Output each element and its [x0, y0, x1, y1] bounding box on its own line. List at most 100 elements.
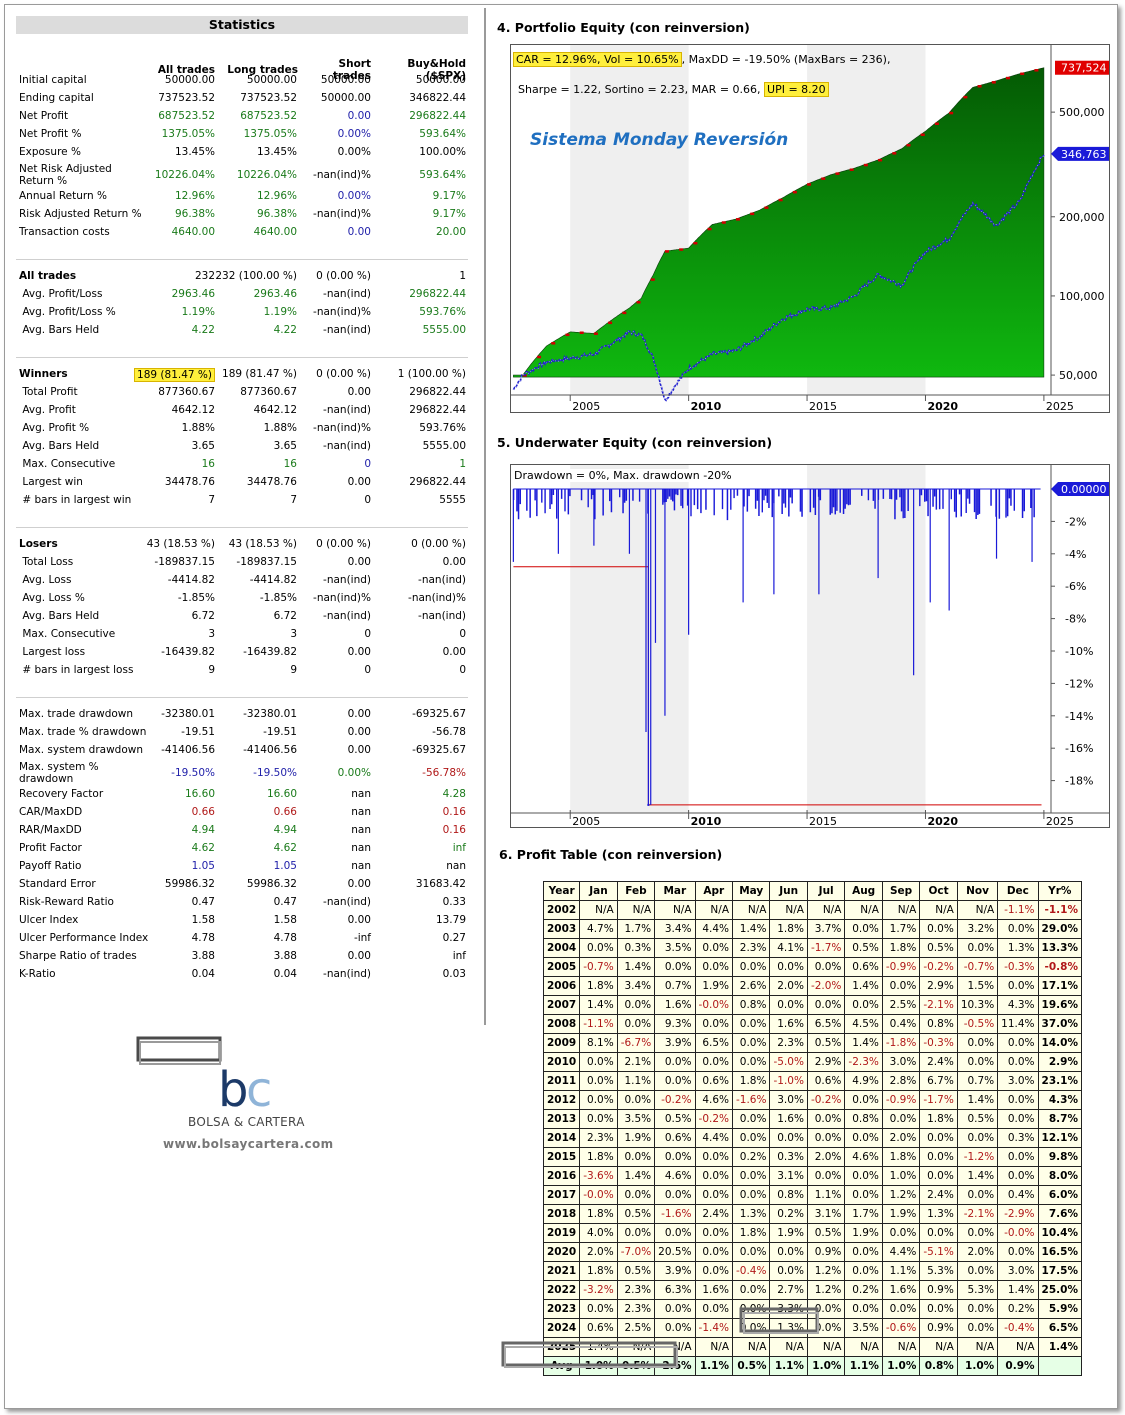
- profit-table-cell: -2.9%: [997, 1204, 1039, 1224]
- statistics-header: All trades Long trades Short trades Buy&…: [16, 34, 468, 82]
- system-name-label: Sistema Monday Reversión: [530, 130, 789, 150]
- profit-table-row: 2019 4.0% 0.0% 0.0% 0.0% 1.8% 1.9% 0.5% 1.9% 0.0%…: [542, 1223, 1082, 1243]
- profit-table-cell: -0.8%: [1037, 957, 1082, 977]
- stat-row: Transaction costs 4640.00 4640.00 0.00 20.00: [16, 224, 468, 242]
- logo-url-text: www.bolsaycartera.com: [163, 1137, 334, 1151]
- stat-value: 0.00: [347, 744, 371, 756]
- stat-row: Max. trade drawdown -32380.01 -32380.01 0.0…: [16, 706, 468, 724]
- profit-table-cell: -0.2%: [654, 1090, 696, 1110]
- stat-value: -189837.15: [154, 556, 215, 568]
- profit-table-cell: -3.2%: [579, 1280, 618, 1300]
- y-tick-label: 500,000: [1059, 106, 1105, 119]
- stat-value: -41406.56: [243, 744, 297, 756]
- profit-table-cell: 3.9%: [654, 1033, 696, 1053]
- profit-table-row: 2009 8.1% -6.7% 3.9% 6.5% 0.0% 2.3% 0.5% 1.4% -1.…: [542, 1033, 1082, 1053]
- stat-label: Ulcer Index: [19, 914, 79, 926]
- profit-table-row: 2004 0.0% 0.3% 3.5% 0.0% 2.3% 4.1% -1.7% 0.5% 1.8…: [542, 938, 1082, 958]
- drawdown-mark: [664, 250, 669, 253]
- profit-table-cell: 0.0%: [769, 1242, 808, 1262]
- stat-value: -nan(ind)%: [313, 208, 371, 220]
- stat-value: 0.16: [442, 806, 466, 818]
- profit-table-row: 2010 0.0% 2.1% 0.0% 0.0% 0.0% -5.0% 2.9% -2.3% 3.…: [542, 1052, 1082, 1072]
- stat-value: 232 (100.00 %): [215, 270, 297, 282]
- stat-value: 877360.67: [240, 386, 297, 398]
- stat-value: 0 (0.00 %): [316, 368, 371, 380]
- underwater-chart: -2% -4% -6% -8% -10% -12% -14% -16% -18% 0.00000 2…: [510, 464, 1110, 828]
- profit-table-cell: 0.4%: [881, 1014, 921, 1034]
- profit-table-year: 2019: [542, 1223, 581, 1243]
- stat-value: 4642.12: [253, 404, 297, 416]
- profit-table-cell: 6.5%: [1037, 1318, 1082, 1338]
- stat-value: 0.47: [191, 896, 215, 908]
- drawdown-mark: [906, 143, 911, 147]
- profit-table-cell: N/A: [956, 1337, 999, 1357]
- stat-value: 4.78: [191, 932, 215, 944]
- profit-table-cell: 37.0%: [1037, 1014, 1082, 1034]
- profit-table-cell: -0.6%: [881, 1318, 921, 1338]
- profit-table-header-cell: Year: [542, 881, 581, 901]
- stat-value: 3.65: [273, 440, 297, 452]
- y-tick-label: -12%: [1065, 677, 1093, 690]
- stat-value: 9.17%: [432, 208, 466, 220]
- profit-table-cell: 5.3%: [919, 1261, 958, 1281]
- stat-value: 0 (0.00 %): [316, 270, 371, 282]
- drawdown-mark: [920, 133, 925, 137]
- profit-table-cell: 0.0%: [881, 1223, 921, 1243]
- profit-table-cell: 13.3%: [1037, 938, 1082, 958]
- profit-table-cell: 1.8%: [731, 1071, 771, 1091]
- profit-table-cell: 6.0%: [1037, 1185, 1082, 1205]
- stat-value: 10226.04%: [236, 169, 297, 181]
- stat-value: 0: [459, 628, 466, 640]
- profit-table-cell: 0.0%: [731, 1185, 771, 1205]
- profit-table-cell: 0.6%: [654, 1128, 696, 1148]
- y-tick-label: 200,000: [1059, 211, 1105, 224]
- stat-value: 50000.00: [320, 74, 371, 86]
- stat-row: Risk-Reward Ratio 0.47 0.47 -nan(ind) 0.33: [16, 894, 468, 912]
- stat-value: 593.64%: [419, 128, 466, 140]
- stat-label: Risk-Reward Ratio: [19, 896, 114, 908]
- stat-row: Max. Consecutive 3 3 0 0: [16, 626, 468, 644]
- profit-table-header-cell: Oct: [919, 881, 958, 901]
- profit-table-cell: 2.8%: [881, 1071, 921, 1091]
- profit-table-cell: 0.0%: [654, 1147, 696, 1167]
- profit-table-cell: 11.4%: [997, 1014, 1039, 1034]
- stat-value: 9: [208, 664, 215, 676]
- profit-table-cell: 1.1%: [844, 1356, 883, 1376]
- stat-value: 593.64%: [419, 169, 466, 181]
- drawdown-mark: [835, 172, 840, 175]
- profit-table-cell: 0.0%: [919, 1223, 958, 1243]
- highlight-boxes: [501, 1307, 819, 1368]
- stat-value: nan: [351, 860, 371, 872]
- profit-table-cell: 2.3%: [616, 1280, 656, 1300]
- stat-label: Avg. Profit: [19, 404, 76, 416]
- stat-row: Ending capital 737523.52 737523.52 50000.00…: [16, 90, 468, 108]
- profit-table-cell: 0.0%: [654, 1223, 696, 1243]
- profit-table-cell: 0.0%: [694, 1223, 734, 1243]
- stat-value: 346822.44: [409, 92, 466, 104]
- profit-table-row: 2017 -0.0% 0.0% 0.0% 0.0% 0.0% 0.8% 1.1% 0.0% 1.2…: [542, 1185, 1082, 1205]
- drawdown-mark: [821, 177, 826, 180]
- profit-table-cell: 0.0%: [694, 1052, 734, 1072]
- stat-value: -nan(ind): [323, 574, 371, 586]
- stat-label: Ending capital: [19, 92, 94, 104]
- stat-value: 12.96%: [174, 190, 215, 202]
- profit-table-cell: 23.1%: [1037, 1071, 1082, 1091]
- profit-table-cell: -7.0%: [616, 1242, 656, 1262]
- stat-value: 59986.32: [246, 878, 297, 890]
- profit-table-cell: 0.0%: [881, 976, 921, 996]
- profit-table-cell: 0.0%: [806, 1109, 846, 1129]
- profit-table-cell: -1.1%: [1037, 900, 1082, 920]
- stat-value: 296822.44: [409, 110, 466, 122]
- profit-table-cell: 1.4%: [579, 995, 618, 1015]
- stat-value: 50000.00: [320, 92, 371, 104]
- stat-value: nan: [351, 788, 371, 800]
- profit-table-header-cell: Mar: [654, 881, 696, 901]
- profit-table-cell: 2.0%: [881, 1128, 921, 1148]
- stat-label: Sharpe Ratio of trades: [19, 950, 137, 962]
- profit-table-cell: 7.6%: [1037, 1204, 1082, 1224]
- stat-row: Max. system drawdown -41406.56 -41406.56 0.…: [16, 742, 468, 760]
- drawdown-mark: [863, 163, 868, 167]
- profit-table-cell: 0.0%: [844, 919, 883, 939]
- profit-table-cell: 0.9%: [919, 1280, 958, 1300]
- stat-row: K-Ratio 0.04 0.04 -nan(ind) 0.03: [16, 966, 468, 984]
